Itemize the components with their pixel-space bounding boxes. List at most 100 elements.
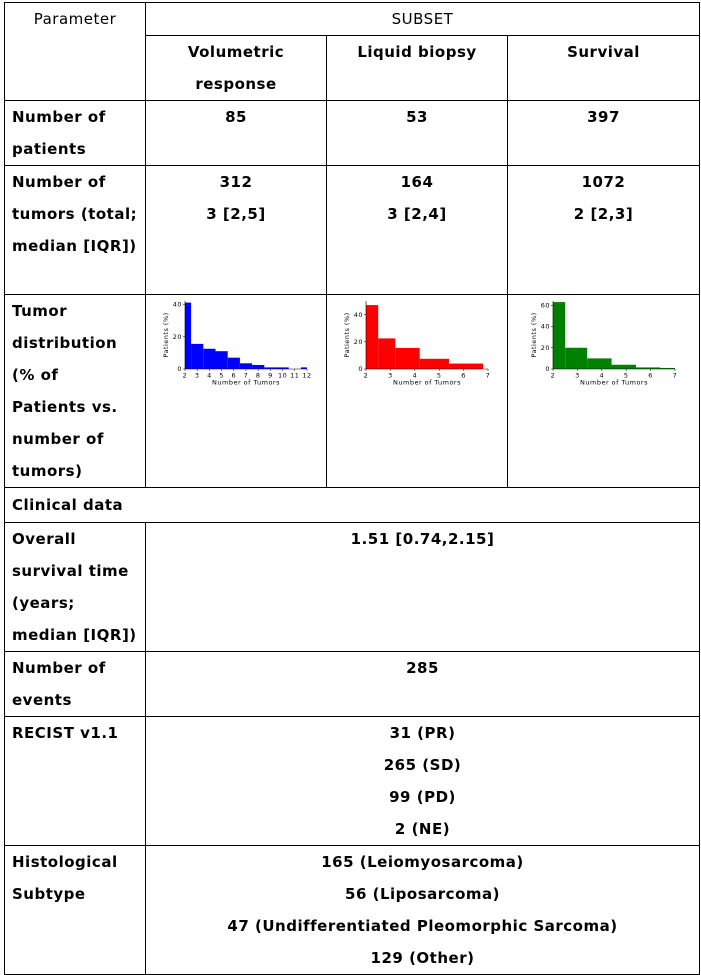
patients-row: Number of patients 85 53 397 <box>4 100 701 166</box>
tumors-volumetric: 312 3 [2,5] <box>145 165 327 295</box>
events-value: 285 <box>144 651 701 717</box>
x-tick-label: 3 <box>388 372 393 380</box>
x-tick-label: 2 <box>364 372 369 380</box>
x-tick-label: 3 <box>195 372 200 380</box>
overall-survival-row: Overall survival time (years; median [IQ… <box>4 522 701 652</box>
histogram-bar-3 <box>419 358 449 369</box>
recist-row: RECIST v1.1 31 (PR) 265 (SD) 99 (PD) 2 (… <box>4 716 701 846</box>
y-tick-label: 60 <box>540 301 549 309</box>
x-tick-label: 5 <box>219 372 224 380</box>
column-liquid-biopsy: Liquid biopsy <box>326 35 508 101</box>
x-tick-label: 9 <box>268 372 273 380</box>
histology-ups: 47 (Undifferentiated Pleomorphic Sarcoma… <box>227 917 618 935</box>
y-tick-label: 20 <box>540 344 549 352</box>
events-row: Number of events 285 <box>4 651 701 717</box>
y-tick-label: 40 <box>173 300 182 308</box>
histogram-bar-1 <box>378 338 396 369</box>
histogram-bar-2 <box>203 348 216 369</box>
x-tick-label: 6 <box>231 372 236 380</box>
histogram-bar-4 <box>448 363 484 369</box>
recist-label: RECIST v1.1 <box>4 716 146 846</box>
clinical-data-heading: Clinical data <box>3 487 701 523</box>
patients-liquid-biopsy: 53 <box>326 100 508 166</box>
x-axis-title: Number of Tumors <box>393 379 461 386</box>
cohort-summary-table: Parameter SUBSET Volumetric response Liq… <box>3 2 701 975</box>
tumors-median: 3 [2,5] <box>206 205 266 223</box>
tumors-row: Number of tumors (total; median [IQR]) 3… <box>4 165 701 295</box>
x-tick-label: 7 <box>672 372 677 380</box>
x-tick-label: 8 <box>256 372 261 380</box>
tumors-median: 3 [2,4] <box>387 205 447 223</box>
tumors-total: 164 <box>400 173 434 191</box>
y-axis-title: Patients (%) <box>343 312 351 357</box>
patients-volumetric: 85 <box>145 100 327 166</box>
histology-leiomyosarcoma: 165 (Leiomyosarcoma) <box>321 853 524 871</box>
patients-survival: 397 <box>506 100 701 166</box>
column-survival: Survival <box>506 35 701 101</box>
x-tick-label: 5 <box>437 372 442 380</box>
histology-label: Histological Subtype <box>4 845 146 975</box>
histogram-bar-3 <box>611 364 636 369</box>
histogram-bar-3 <box>215 351 228 369</box>
column-volumetric-response: Volumetric response <box>145 35 327 101</box>
clinical-data-row: Clinical data <box>3 487 701 523</box>
histogram-volumetric-cell: 2 3 4 5 6 7 8 9 10 11 12 0 20 40 Number of Tumors Patie… <box>145 294 327 488</box>
tumors-median: 2 [2,3] <box>573 205 634 223</box>
histogram-survival: 2 3 4 5 6 7 0 20 40 60 Number of Tumors Patients (%… <box>530 301 677 386</box>
histology-values: 165 (Leiomyosarcoma) 56 (Liposarcoma) 47… <box>144 845 701 975</box>
tumors-survival: 1072 2 [2,3] <box>506 165 701 295</box>
histology-other: 129 (Other) <box>370 949 475 967</box>
histogram-liquid-biopsy-cell: 2 3 4 5 6 7 0 20 40 Number of Tumors Patients (%) <box>326 294 508 488</box>
x-tick-label: 2 <box>550 372 555 380</box>
x-tick-label: 2 <box>183 372 188 380</box>
recist-sd: 265 (SD) <box>383 756 462 774</box>
x-tick-label: 4 <box>207 372 212 380</box>
recist-ne: 2 (NE) <box>394 820 451 838</box>
histogram-bar-8 <box>276 367 289 369</box>
patients-label: Number of patients <box>4 100 146 166</box>
y-tick-label: 0 <box>177 365 182 373</box>
histology-liposarcoma: 56 (Liposarcoma) <box>345 885 500 903</box>
x-tick-label: 12 <box>302 372 311 380</box>
x-tick-label: 4 <box>412 372 417 380</box>
y-tick-label: 20 <box>173 333 182 341</box>
histogram-bar-0 <box>366 305 379 369</box>
parameter-header: Parameter <box>4 2 146 101</box>
histogram-bar-2 <box>395 347 420 369</box>
histogram-bar-4 <box>227 357 240 369</box>
histogram-bar-2 <box>586 358 612 369</box>
tumors-label: Number of tumors (total; median [IQR]) <box>4 165 146 295</box>
subset-header: SUBSET <box>144 2 701 36</box>
histogram-bar-4 <box>635 367 660 369</box>
y-axis-title: Patients (%) <box>162 312 170 357</box>
histogram-liquid-biopsy: 2 3 4 5 6 7 0 20 40 Number of Tumors Patients (%) <box>343 301 491 386</box>
x-tick-label: 3 <box>575 372 580 380</box>
x-tick-label: 4 <box>599 372 604 380</box>
histogram-bar-1 <box>564 347 587 369</box>
histogram-bar-0 <box>185 302 192 369</box>
tumors-total: 1072 <box>581 173 626 191</box>
header-row: Parameter SUBSET <box>4 2 701 101</box>
histogram-bar-7 <box>264 367 277 369</box>
x-tick-label: 6 <box>461 372 466 380</box>
x-tick-label: 6 <box>648 372 653 380</box>
events-label: Number of events <box>4 651 146 717</box>
x-tick-label: 11 <box>290 372 299 380</box>
histogram-bar-1 <box>191 343 204 369</box>
overall-survival-value: 1.51 [0.74,2.15] <box>144 522 701 652</box>
y-axis-title: Patients (%) <box>530 312 538 357</box>
subset-columns-row: Volumetric response Liquid biopsy Surviv… <box>5 35 701 101</box>
x-tick-label: 5 <box>623 372 628 380</box>
histogram-bar-9 <box>300 367 307 369</box>
x-axis-title: Number of Tumors <box>580 379 648 386</box>
histogram-bar-0 <box>552 302 565 369</box>
y-tick-label: 40 <box>354 311 363 319</box>
recist-pd: 99 (PD) <box>389 788 456 806</box>
x-tick-label: 7 <box>244 372 249 380</box>
y-tick-label: 0 <box>358 365 363 373</box>
y-tick-label: 40 <box>540 323 549 331</box>
x-tick-label: 7 <box>486 372 491 380</box>
histogram-bar-5 <box>659 367 675 369</box>
recist-pr: 31 (PR) <box>389 724 456 742</box>
tumors-total: 312 <box>219 173 253 191</box>
